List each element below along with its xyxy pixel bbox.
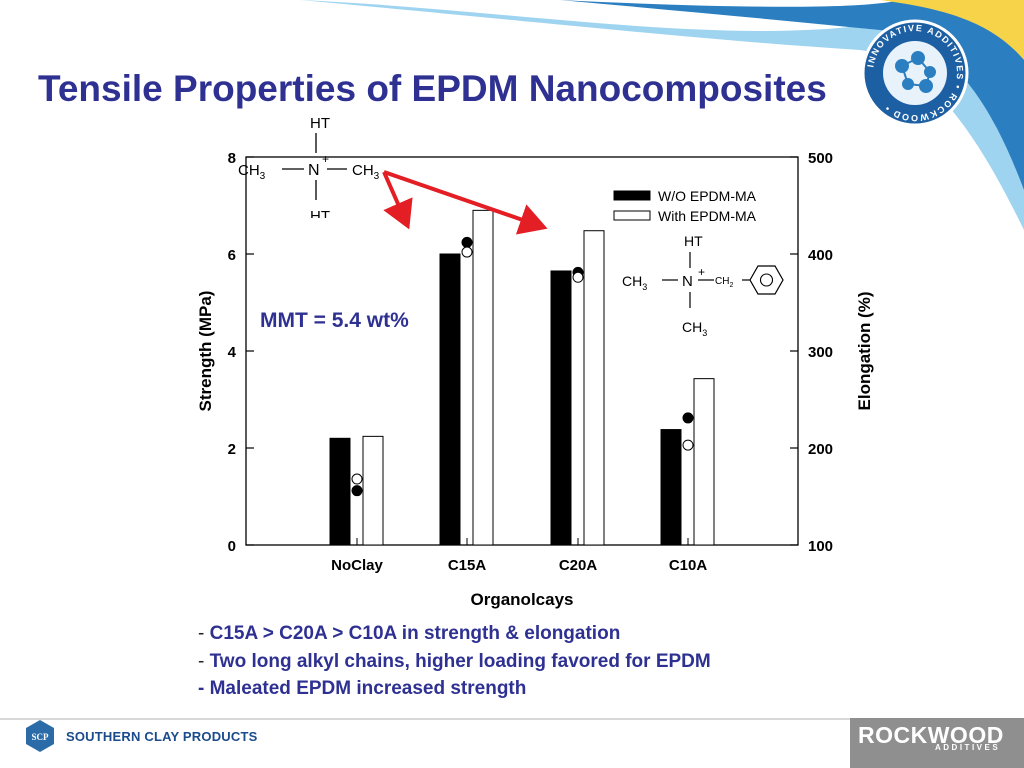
legend-label-wo: W/O EPDM-MA — [658, 188, 757, 204]
struct-top-ht-lower: HT — [310, 208, 330, 218]
y2-tick-label: 100 — [808, 538, 833, 555]
bullet-item: - Maleated EPDM increased strength — [198, 678, 527, 699]
arrow-to-c15a — [382, 171, 413, 230]
legend-swatch-with — [613, 210, 651, 221]
legend-label-with: With EPDM-MA — [658, 208, 757, 224]
point-filled — [682, 412, 694, 424]
badge-logo: INNOVATIVE ADDITIVES • ROCKWOOD • — [861, 19, 969, 127]
y-axis-title: Strength (MPa) — [196, 291, 215, 412]
bottom-rule — [0, 718, 1024, 720]
y-tick-label: 0 — [228, 538, 236, 555]
bar-wo-epdm-ma — [550, 270, 572, 546]
struct-top-nitrogen: N — [308, 162, 320, 179]
struct-bottom-nitrogen: N — [682, 273, 693, 290]
y-tick-label: 6 — [228, 247, 236, 264]
y2-tick-label: 300 — [808, 344, 833, 361]
y2-axis-title: Elongation (%) — [855, 292, 874, 411]
scp-logo-mark: SCP — [31, 732, 49, 742]
arrow-to-c20a — [383, 170, 548, 235]
x-axis-title: Organolcays — [471, 590, 574, 609]
struct-bottom-ht: HT — [684, 233, 703, 249]
struct-bottom-ch3-left: CH3 — [622, 273, 647, 292]
point-open — [461, 246, 473, 258]
x-tick-label: C15A — [448, 557, 487, 574]
y2-tick-label: 200 — [808, 441, 833, 458]
benzene-ring-icon — [749, 265, 784, 295]
mmt-annotation: MMT = 5.4 wt% — [258, 309, 411, 333]
struct-top-ch3-right: CH3 — [352, 162, 380, 182]
bullet-item: - Two long alkyl chains, higher loading … — [198, 650, 711, 672]
point-open — [351, 473, 363, 485]
legend-swatch-wo — [613, 190, 651, 201]
point-filled — [351, 485, 363, 497]
y-tick-label: 8 — [228, 150, 236, 167]
x-tick-label: C10A — [669, 557, 708, 574]
struct-top-ht-upper: HT — [310, 115, 330, 132]
x-tick-label: C20A — [559, 557, 598, 574]
band-yellow — [880, 0, 1024, 60]
struct-top-ch3-left: CH3 — [238, 162, 266, 182]
southern-clay-logo-text: SOUTHERN CLAY PRODUCTS — [66, 729, 258, 744]
bar-wo-epdm-ma — [660, 429, 682, 546]
bar-with-epdm-ma — [472, 209, 494, 546]
structure-bottom: HT CH3 N + CH2 CH3 — [622, 233, 784, 338]
slide-title: Tensile Properties of EPDM Nanocomposite… — [38, 68, 827, 109]
bar-with-epdm-ma — [362, 435, 384, 546]
struct-bottom-ch3-lower: CH3 — [682, 319, 707, 338]
y2-tick-label: 500 — [808, 150, 833, 167]
bar-wo-epdm-ma — [329, 437, 351, 546]
rockwood-bar — [850, 718, 1024, 768]
y-tick-label: 2 — [228, 441, 236, 458]
structure-top: HT CH3 N + CH3 HT — [238, 115, 380, 218]
bar-wo-epdm-ma — [439, 253, 461, 546]
bullet-item: - C15A > C20A > C10A in strength & elong… — [198, 623, 621, 644]
point-open — [572, 271, 584, 283]
bar-with-epdm-ma — [693, 378, 715, 546]
y2-tick-label: 400 — [808, 247, 833, 264]
point-open — [682, 439, 694, 451]
bar-with-epdm-ma — [583, 230, 605, 546]
scp-logo-icon: SCP — [26, 720, 54, 752]
bullet-list: - C15A > C20A > C10A in strength & elong… — [198, 620, 711, 703]
struct-bottom-ch2: CH2 — [715, 276, 733, 289]
rockwood-logo-text: ROCKWOOD — [858, 722, 1004, 748]
rockwood-logo-subtext: ADDITIVES — [935, 743, 1001, 752]
struct-bottom-charge: + — [698, 265, 705, 279]
molecule-icon — [895, 51, 936, 93]
y-tick-label: 4 — [228, 344, 237, 361]
x-tick-label: NoClay — [331, 557, 383, 574]
struct-top-charge: + — [322, 152, 329, 166]
